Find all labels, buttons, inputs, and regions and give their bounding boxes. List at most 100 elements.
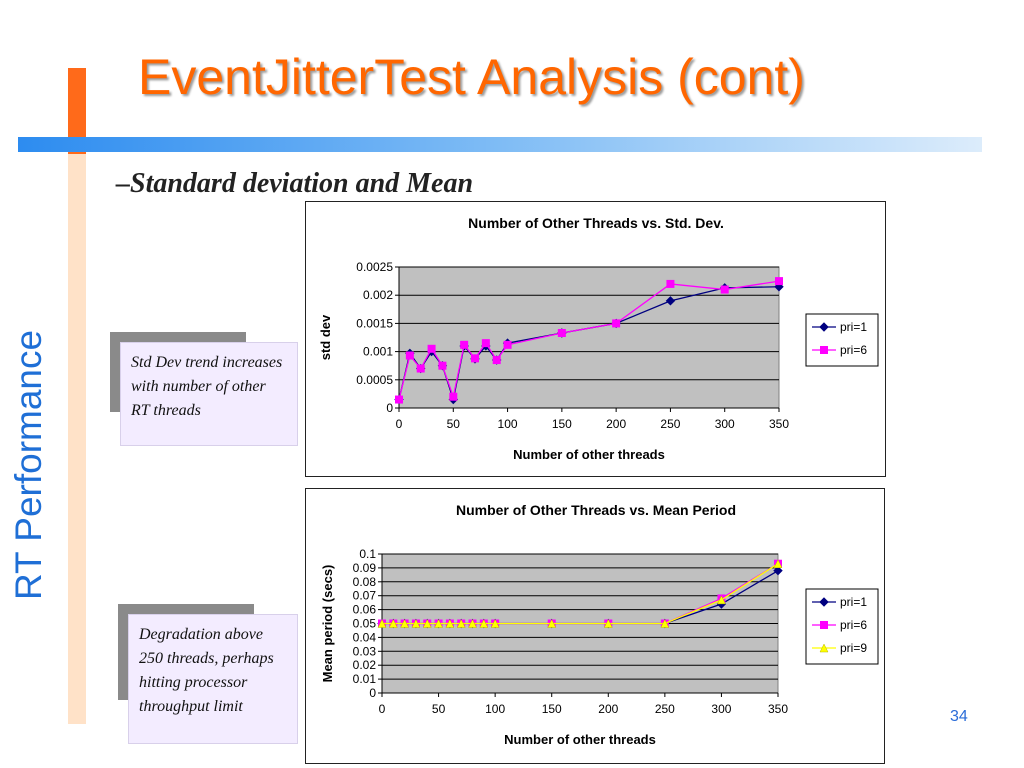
legend-label: pri=9	[840, 641, 867, 655]
y-tick-label: 0.1	[359, 547, 376, 561]
series-line-pri=6	[398, 280, 780, 400]
y-tick-label: 0.0015	[356, 316, 393, 330]
data-point-pri=9	[547, 618, 557, 628]
data-point-pri=1	[773, 565, 783, 576]
legend-label: pri=1	[840, 320, 867, 334]
slide-subtitle: –Standard deviation and Mean	[116, 168, 474, 199]
legend-label: pri=6	[840, 618, 867, 632]
data-point-pri=6	[666, 279, 675, 288]
y-tick-label: 0.0025	[356, 260, 393, 274]
chart-title: Number of Other Threads vs. Mean Period	[456, 502, 736, 518]
y-tick-label: 0.0005	[356, 373, 393, 387]
x-tick-label: 350	[768, 702, 788, 716]
data-point-pri=9	[456, 618, 466, 628]
y-tick-label: 0.05	[353, 617, 377, 631]
y-tick-label: 0	[386, 401, 393, 415]
x-axis-label: Number of other threads	[504, 732, 656, 747]
x-tick-label: 50	[447, 417, 461, 431]
data-point-pri=9	[773, 559, 783, 568]
slide-title: EventJitterTest Analysis (cont)	[138, 49, 805, 105]
note-std-dev: Std Dev trend increases with number of o…	[120, 342, 298, 446]
x-tick-label: 250	[660, 417, 680, 431]
data-point-pri=9	[434, 618, 443, 628]
x-tick-label: 300	[711, 702, 731, 716]
y-tick-label: 0	[369, 686, 376, 700]
y-tick-label: 0.06	[353, 603, 377, 617]
data-point-pri=6	[775, 277, 783, 286]
page-number: 34	[950, 708, 968, 725]
x-tick-label: 200	[598, 702, 618, 716]
data-point-pri=6	[481, 339, 490, 348]
data-point-pri=6	[612, 319, 621, 328]
accent-bar-top	[68, 68, 86, 154]
y-tick-label: 0.04	[353, 630, 377, 644]
data-point-pri=6	[503, 340, 512, 349]
y-tick-label: 0.02	[353, 658, 377, 672]
legend-marker	[819, 597, 829, 607]
mean-period-chart: Number of Other Threads vs. Mean Period 0…	[305, 488, 885, 764]
x-tick-label: 0	[396, 417, 403, 431]
x-tick-label: 200	[606, 417, 626, 431]
x-tick-label: 100	[485, 702, 505, 716]
y-axis-label: Mean period (secs)	[320, 565, 335, 683]
data-point-pri=9	[445, 618, 455, 628]
std-dev-chart: Number of Other Threads vs. Std. Dev. 0 0.…	[305, 201, 886, 477]
data-point-pri=6	[460, 340, 469, 349]
series-line-pri=1	[398, 286, 780, 403]
x-tick-label: 250	[655, 702, 675, 716]
std-dev-chart-svg: Number of Other Threads vs. Std. Dev. 0 0.…	[318, 215, 879, 462]
data-point-pri=9	[388, 618, 398, 628]
series-line-pri=9	[382, 563, 779, 625]
y-tick-label: 0.07	[353, 589, 377, 603]
legend-marker	[819, 643, 829, 653]
y-tick-label: 0.03	[353, 644, 377, 658]
accent-bar-side	[68, 154, 86, 724]
data-point-pri=6	[416, 364, 425, 373]
chart-title: Number of Other Threads vs. Std. Dev.	[468, 215, 724, 231]
y-tick-label: 0.001	[363, 345, 393, 359]
legend-box	[805, 313, 879, 367]
data-point-pri=6	[449, 392, 458, 401]
data-point-pri=9	[400, 618, 410, 628]
y-tick-label: 0.09	[353, 561, 377, 575]
x-tick-label: 100	[498, 417, 518, 431]
side-title: RT Performance	[8, 329, 49, 600]
x-tick-label: 150	[552, 417, 572, 431]
y-axis-label: std dev	[318, 314, 333, 360]
data-point-pri=6	[471, 354, 479, 363]
x-tick-label: 350	[769, 417, 789, 431]
legend-marker	[820, 621, 828, 629]
data-point-pri=9	[377, 618, 387, 628]
data-point-pri=6	[492, 356, 501, 365]
data-point-pri=6	[405, 351, 414, 360]
data-point-pri=1	[665, 296, 676, 306]
mean-period-chart-svg: Number of Other Threads vs. Mean Period 0…	[320, 502, 879, 747]
data-point-pri=9	[490, 618, 500, 628]
data-point-pri=9	[603, 618, 613, 628]
data-point-pri=9	[411, 618, 421, 628]
note-degradation: Degradation above 250 threads, perhaps h…	[128, 614, 298, 744]
x-tick-label: 50	[432, 702, 446, 716]
x-tick-label: 150	[542, 702, 562, 716]
y-tick-label: 0.08	[353, 575, 377, 589]
x-axis-label: Number of other threads	[513, 447, 665, 462]
data-point-pri=6	[720, 285, 729, 294]
title-divider	[18, 137, 982, 152]
data-point-pri=6	[395, 395, 403, 404]
data-point-pri=6	[427, 344, 436, 353]
data-point-pri=6	[438, 361, 447, 370]
data-point-pri=9	[660, 618, 670, 628]
y-tick-label: 0.01	[353, 672, 377, 686]
data-point-pri=6	[557, 328, 566, 337]
legend-marker	[819, 322, 829, 332]
data-point-pri=9	[422, 618, 432, 628]
legend-label: pri=6	[840, 343, 867, 357]
y-tick-label: 0.002	[363, 288, 393, 302]
data-point-pri=9	[717, 595, 726, 605]
legend-label: pri=1	[840, 595, 867, 609]
legend-marker	[820, 346, 828, 354]
x-tick-label: 300	[715, 417, 735, 431]
data-point-pri=9	[468, 618, 477, 628]
data-point-pri=9	[479, 618, 489, 628]
x-tick-label: 0	[379, 702, 386, 716]
